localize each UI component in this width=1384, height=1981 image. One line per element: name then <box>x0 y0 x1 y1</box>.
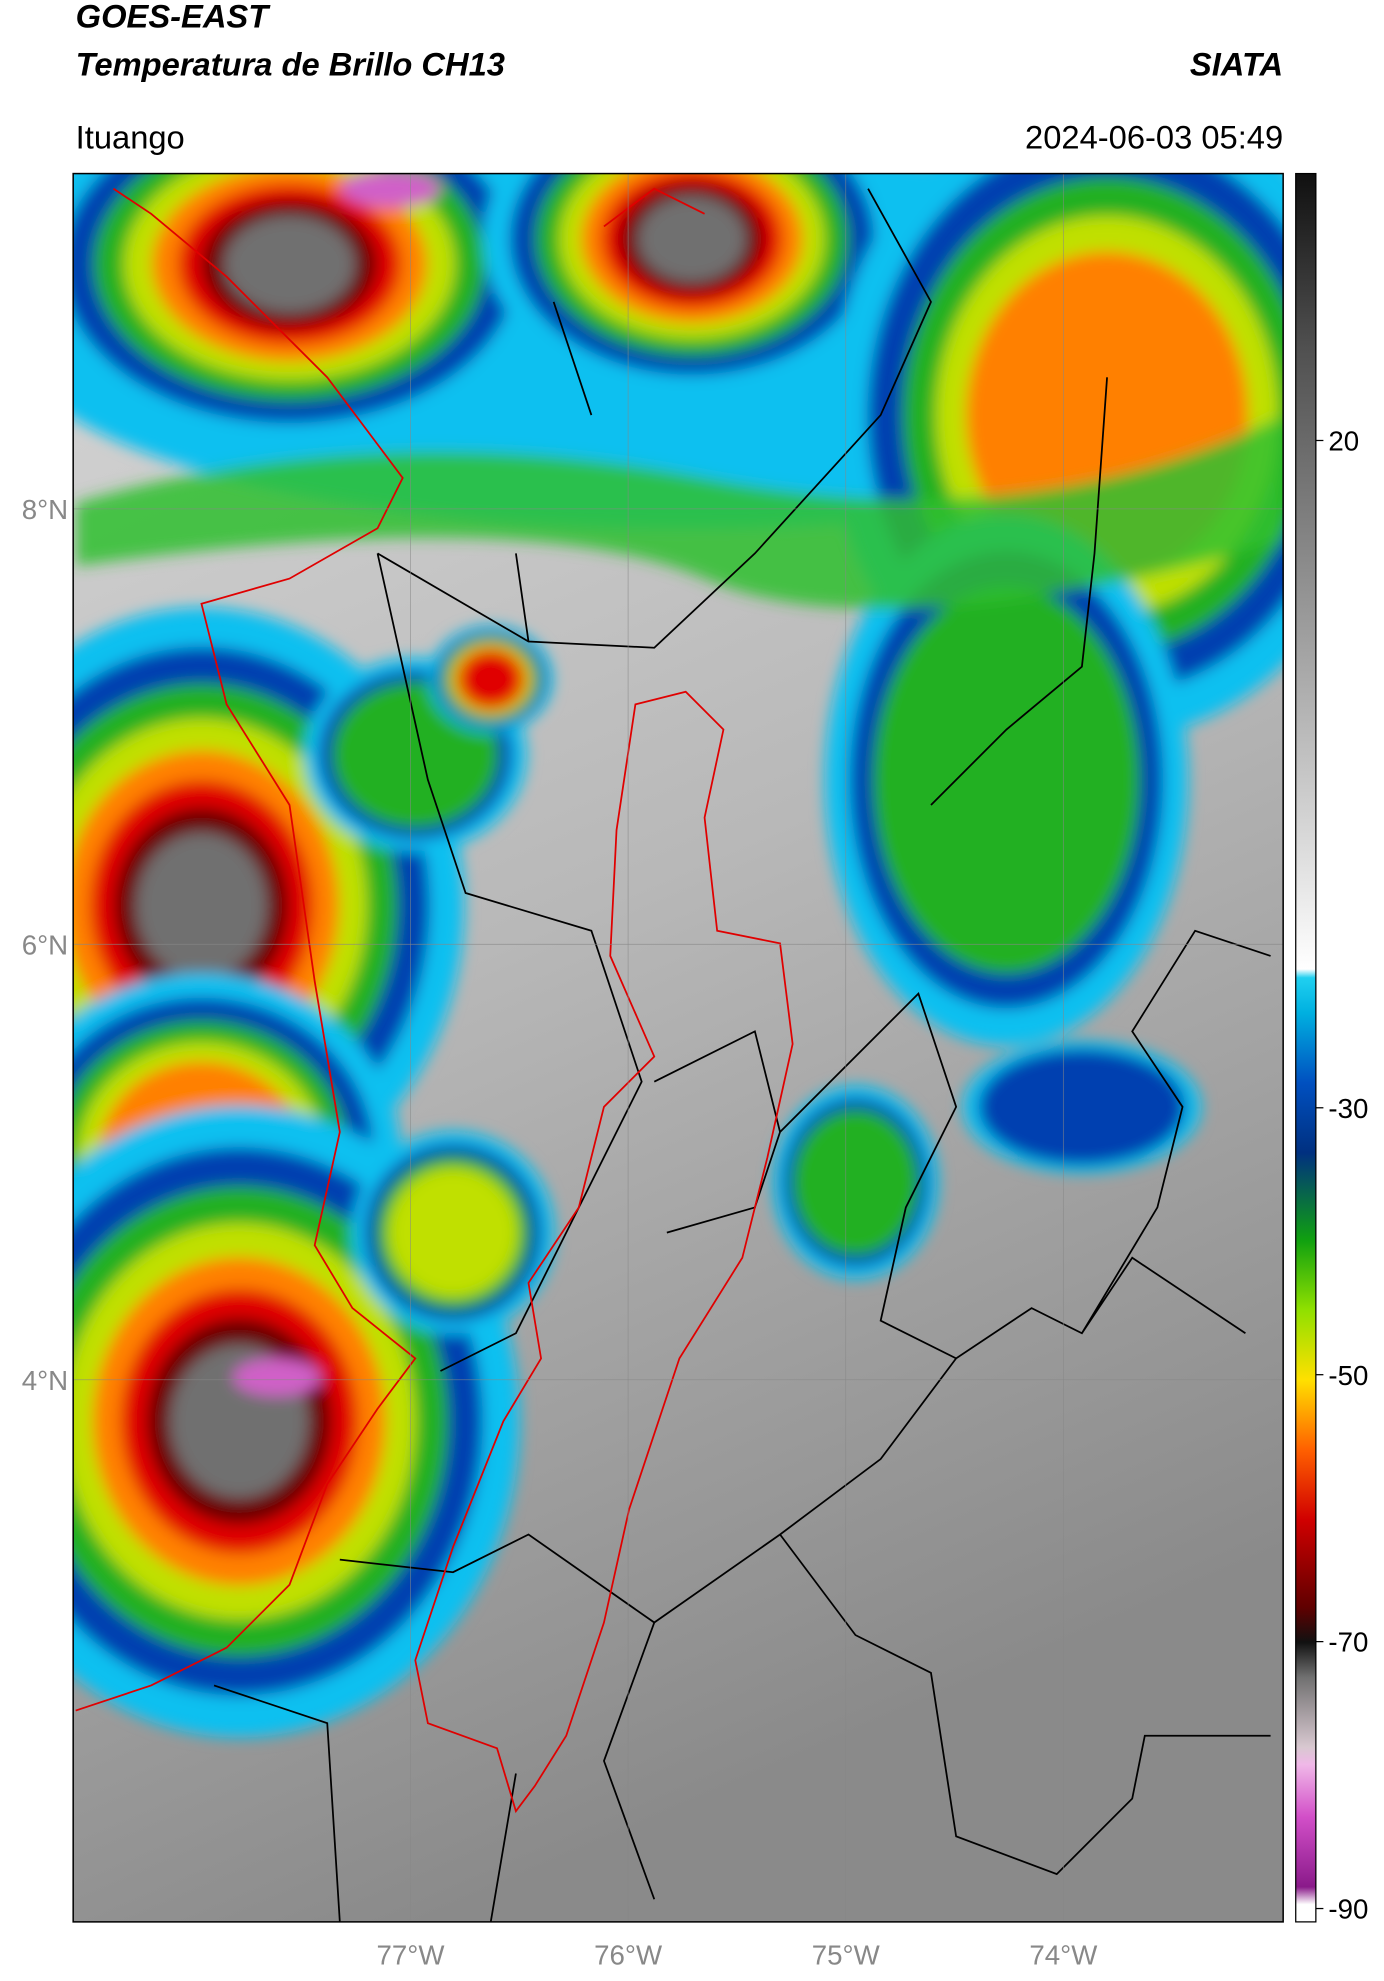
axes: 77°W 76°W 75°W 74°W 8°N 6°N 4°N 20 -30 -50 -70 -90 <box>22 426 1369 1971</box>
cloud-field <box>73 173 1284 1738</box>
cloud-ring <box>792 1109 919 1256</box>
colorbar-tick-label: -70 <box>1328 1627 1368 1658</box>
borders <box>213 188 1271 1922</box>
x-tick-label: 76°W <box>594 1940 663 1971</box>
graticule <box>73 173 1284 1922</box>
cloud-ring <box>136 832 267 979</box>
location: Ituango <box>76 118 185 155</box>
x-tick-label: 74°W <box>1029 1940 1098 1971</box>
timestamp: 2024-06-03 05:49 <box>1025 118 1283 155</box>
cloud-core <box>232 1358 321 1397</box>
cloud-ring <box>978 1048 1186 1165</box>
cloud-ring <box>387 1167 519 1299</box>
subtitle: Temperatura de Brillo CH13 <box>76 45 505 82</box>
cloud-ring <box>459 650 523 708</box>
x-tick-label: 75°W <box>812 1940 881 1971</box>
colorbar-tick-label: 20 <box>1328 426 1359 457</box>
y-tick-label: 6°N <box>22 929 68 960</box>
y-tick-label: 8°N <box>22 494 68 525</box>
brand: SIATA <box>1190 45 1283 82</box>
colorbar-tick-label: -90 <box>1328 1894 1368 1925</box>
colorbar-tick-label: -50 <box>1328 1360 1368 1391</box>
cloud-ring <box>637 196 747 282</box>
colorbar-tick-label: -30 <box>1328 1093 1368 1124</box>
map-area <box>73 173 1284 1922</box>
title: GOES-EAST <box>76 0 272 35</box>
map-frame <box>72 172 1284 1923</box>
watershed-outline <box>75 187 794 1814</box>
cloud-core <box>339 173 441 208</box>
colorbar <box>1295 172 1317 1923</box>
x-tick-label: 77°W <box>377 1940 446 1971</box>
green-band <box>75 415 1284 609</box>
y-tick-label: 4°N <box>22 1365 68 1396</box>
cloud-ring <box>224 215 355 313</box>
cloud-ring <box>873 586 1140 974</box>
